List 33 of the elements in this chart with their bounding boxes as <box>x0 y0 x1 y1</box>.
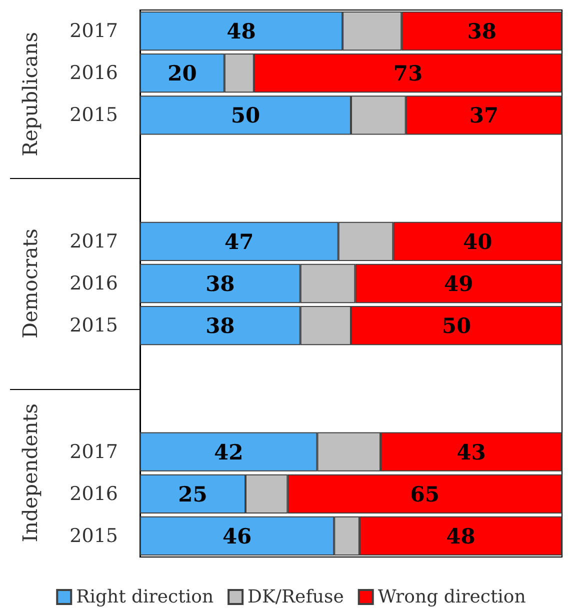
legend-label: DK/Refuse <box>248 586 344 608</box>
data-label: 73 <box>393 60 423 86</box>
data-label: 25 <box>178 481 208 506</box>
y-tick-label: 2016 <box>70 272 118 294</box>
data-label: 37 <box>469 102 499 128</box>
data-label: 38 <box>467 18 496 44</box>
data-label: 38 <box>206 271 235 296</box>
data-label: 50 <box>442 313 472 338</box>
y-tick-label: 2015 <box>70 314 118 337</box>
data-label: 49 <box>444 271 474 296</box>
y-tick-label: 2017 <box>70 20 118 42</box>
data-label: 50 <box>230 102 260 128</box>
data-label: 40 <box>462 228 492 254</box>
y-tick-label: 2016 <box>70 482 118 505</box>
y-tick-label: 2015 <box>70 524 118 547</box>
legend-label: Right direction <box>76 586 214 608</box>
data-label: 20 <box>168 60 197 86</box>
data-label: 46 <box>222 523 252 548</box>
y-tick-label: 2015 <box>70 104 118 126</box>
y-tick-label: 2017 <box>70 440 118 463</box>
y-tick-label: 2016 <box>70 62 118 84</box>
legend-label: Wrong direction <box>378 586 526 608</box>
text: Republicans <box>18 32 42 156</box>
y-tick-label: 2017 <box>70 230 118 252</box>
data-label: 43 <box>456 439 486 464</box>
data-label: 48 <box>226 18 256 44</box>
data-label: 47 <box>224 228 254 254</box>
data-label: 42 <box>214 439 244 464</box>
text: Democrats <box>18 228 42 338</box>
text: Independents <box>18 403 42 542</box>
data-label: 65 <box>410 481 440 506</box>
data-label: 48 <box>446 523 476 548</box>
data-label: 38 <box>206 313 235 338</box>
